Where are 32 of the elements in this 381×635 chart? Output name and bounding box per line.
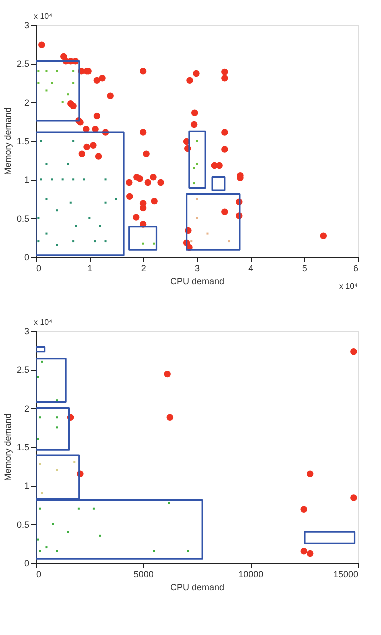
x-tick-label: 1 (88, 264, 93, 274)
x-tick-label: 6 (353, 264, 358, 274)
x-tick-label: 3 (194, 264, 200, 274)
x-tick-label: 2 (141, 264, 146, 274)
y-tick-label: 2 (24, 404, 30, 414)
y-tick-label: 2.5 (16, 365, 30, 376)
y-tick-label: 1.5 (16, 442, 30, 452)
x-tick-label: 15000 (333, 570, 358, 580)
y-tick-label: 0.5 (16, 214, 30, 224)
y-axis-title: Memory demand (2, 108, 13, 176)
x-tick-label: 4 (248, 264, 254, 274)
x-tick-label: 5 (302, 264, 308, 274)
y-tick-label: 3 (24, 326, 30, 336)
y-tick-label: 0 (24, 558, 30, 568)
text: x 10⁴ (339, 282, 359, 291)
x-axis-title: CPU demand (170, 276, 225, 286)
x-tick-label: 5000 (134, 570, 154, 580)
x-axis-title: CPU demand (170, 582, 225, 592)
x-tick-label: 0 (36, 570, 42, 580)
y-tick-label: 1 (24, 481, 30, 492)
y-tick-label: 3 (24, 20, 30, 30)
x-tick-label: 10000 (238, 570, 264, 580)
text: x 10⁴ (34, 318, 54, 327)
y-tick-label: 2 (24, 98, 30, 108)
y-axis-title: Memory demand (2, 414, 13, 482)
y-tick-label: 0 (24, 252, 30, 262)
x-tick-label: 0 (36, 264, 42, 274)
y-tick-label: 0.5 (16, 520, 30, 530)
y-tick-label: 1.5 (16, 136, 30, 146)
text: x 10⁴ (34, 12, 54, 21)
y-tick-label: 2.5 (16, 59, 30, 70)
y-tick-label: 1 (24, 175, 30, 186)
